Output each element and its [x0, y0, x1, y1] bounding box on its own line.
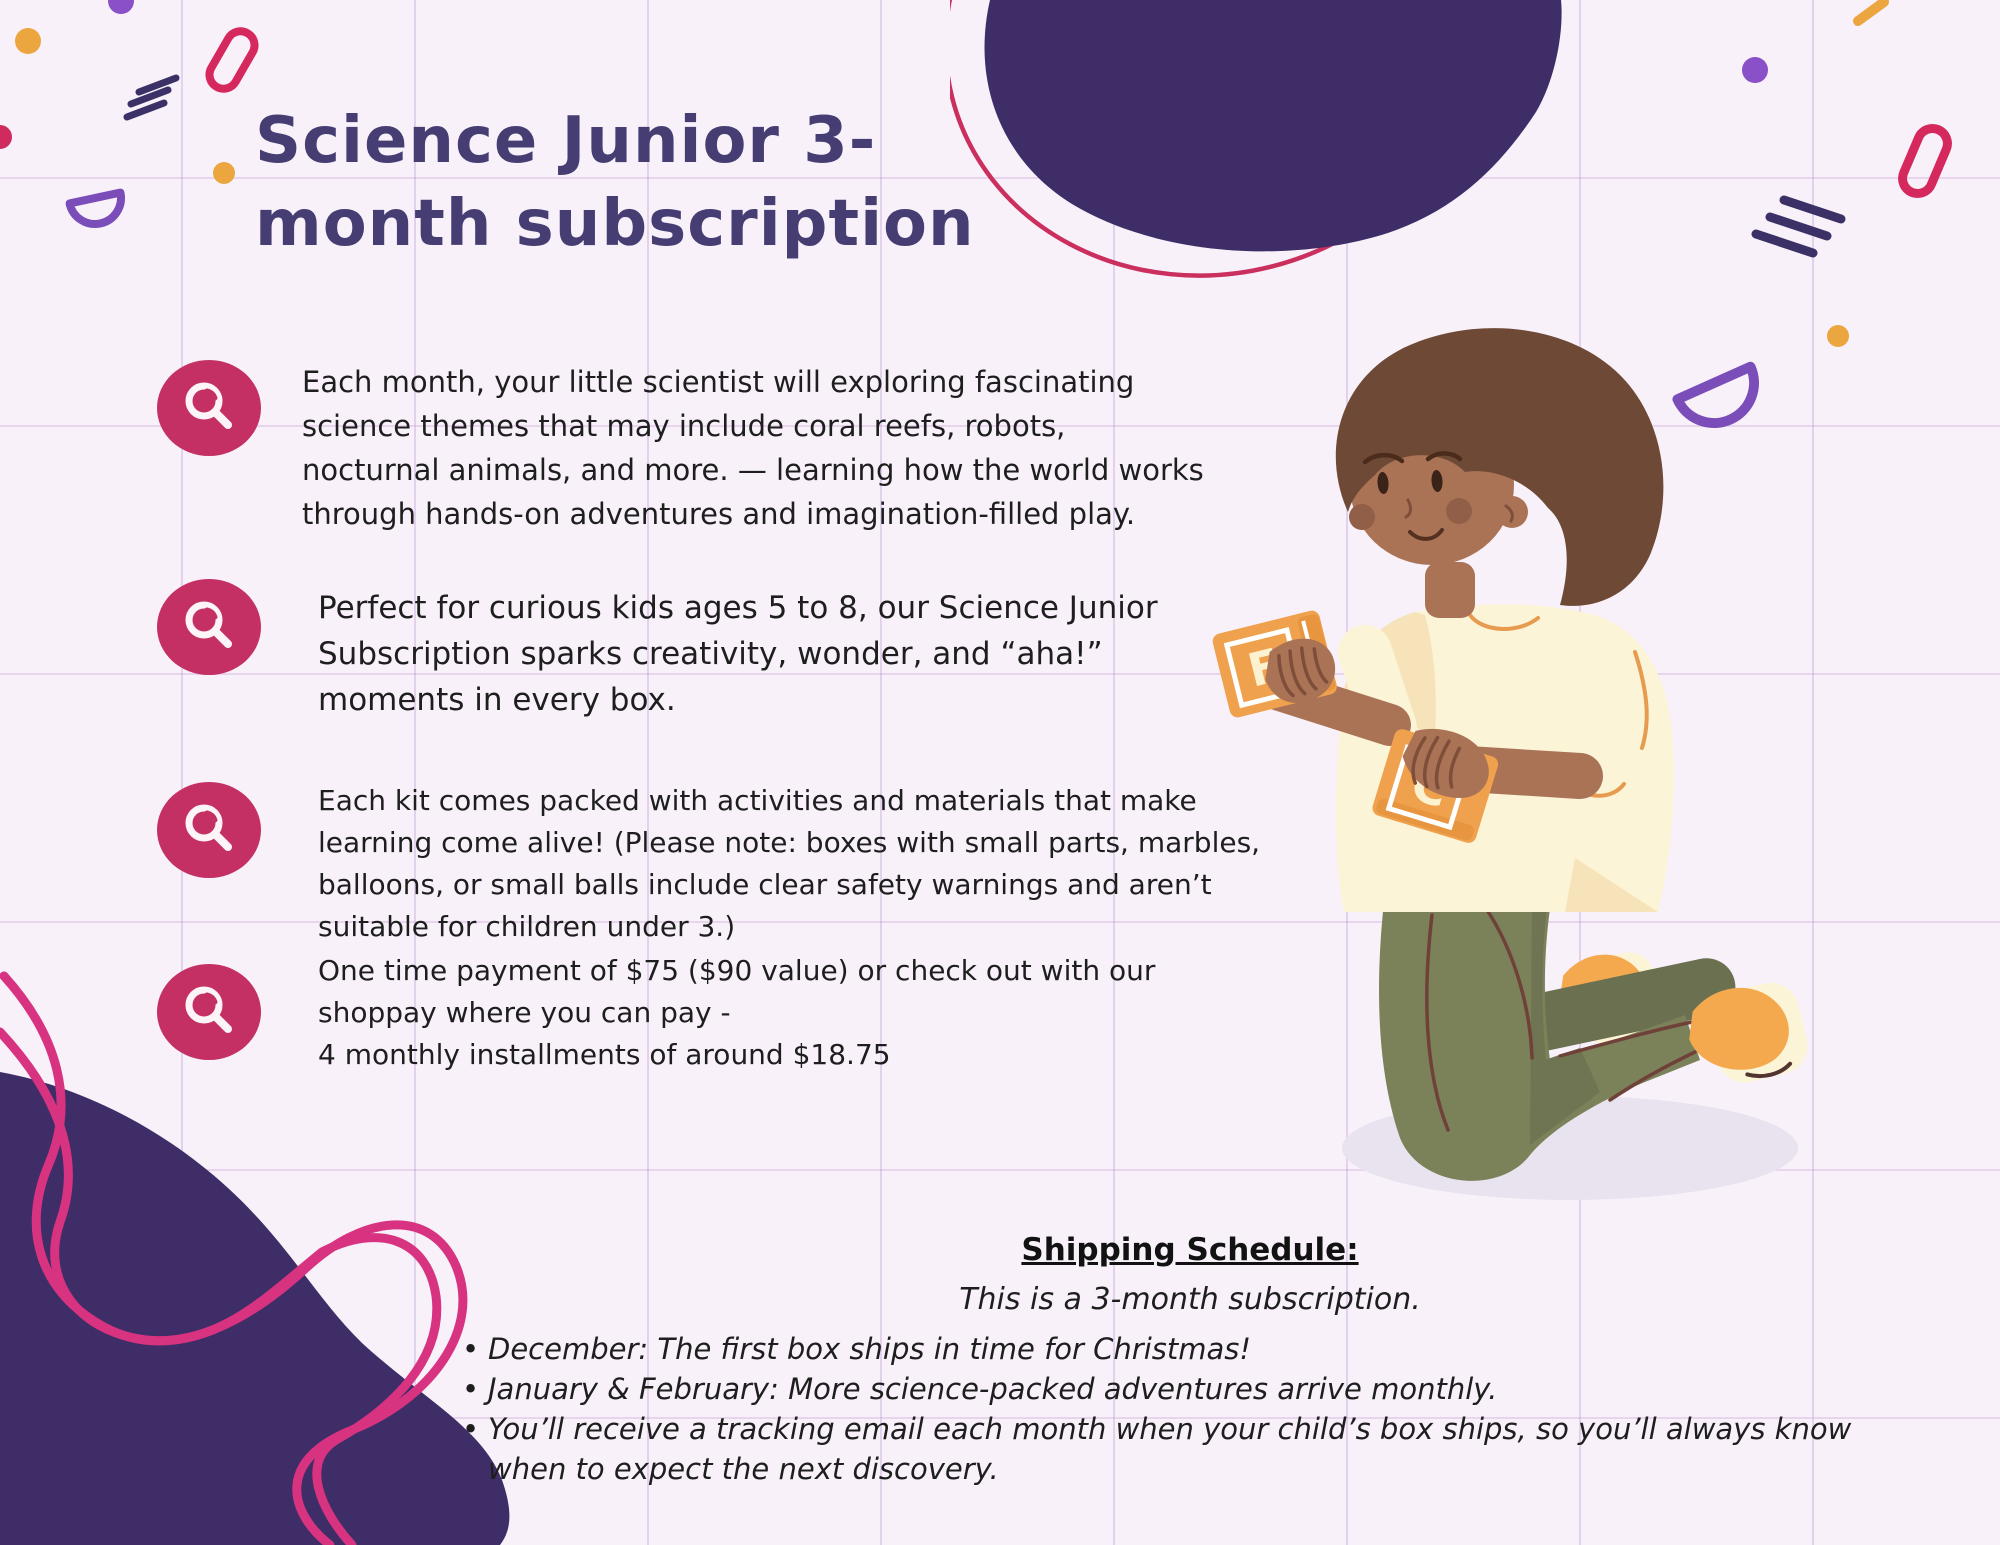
nose [1404, 498, 1412, 519]
pants-shading [1530, 898, 1600, 1145]
bullet-text: You’ll receive a tracking email each mon… [488, 1412, 1852, 1486]
purple-dot [108, 0, 134, 14]
feature-text: Each kit comes packed with activities an… [318, 784, 1261, 943]
bullet-marker: • [462, 1372, 480, 1406]
bullet-marker: • [462, 1332, 480, 1366]
blush [1446, 498, 1472, 524]
purple-halfcircle-icon [65, 188, 125, 228]
right-forearm [1429, 745, 1603, 799]
bullet-text: December: The first box ships in time fo… [488, 1332, 1252, 1366]
pants [1379, 892, 1700, 1181]
ear [1496, 496, 1528, 528]
floor-shadow [1342, 1096, 1798, 1200]
bullet-text: January & February: More science-packed … [488, 1372, 1498, 1406]
shirt-shading [1565, 858, 1658, 912]
list-item: • December: The first box ships in time … [462, 1329, 1930, 1369]
smile [1408, 528, 1444, 541]
magnifier-icon [157, 782, 261, 878]
orange-dot [15, 28, 41, 54]
pink-capsule-icon [205, 27, 259, 93]
pink-squiggle-line [0, 1027, 442, 1545]
shirt-shading [1343, 612, 1436, 737]
pink-outline-ellipse [950, 0, 1481, 278]
shipping-bullet-list: • December: The first box ships in time … [450, 1329, 1930, 1489]
crimson-dot [0, 125, 12, 149]
navy-slashes-icon [123, 74, 180, 121]
shipping-schedule-section: Shipping Schedule: This is a 3-month sub… [450, 1232, 1930, 1489]
right-eye [1431, 470, 1443, 492]
pink-capsule-icon [1898, 124, 1952, 198]
magnifier-icon [157, 579, 261, 675]
orange-dot [1827, 325, 1849, 347]
pants-seams [1425, 898, 1697, 1132]
feature-text: Each month, your little scientist will e… [302, 365, 1204, 531]
purple-blob [984, 0, 1562, 252]
list-item: • January & February: More science-packe… [462, 1369, 1930, 1409]
purple-halfcircle-icon [1672, 361, 1759, 428]
bullet-marker: • [462, 1412, 480, 1446]
back-shin [1509, 958, 1736, 1052]
page-title: Science Junior 3- month subscription [255, 104, 975, 262]
purple-blob [0, 1072, 510, 1545]
block-letter: C [1405, 756, 1455, 820]
magnifier-icon [157, 964, 261, 1060]
ear-line [1504, 504, 1514, 523]
far-shoe [1559, 952, 1661, 1045]
curly-hair [1335, 328, 1664, 606]
left-hand [1265, 638, 1336, 703]
block-letter: F [1243, 638, 1287, 698]
navy-slashes-icon [1751, 195, 1846, 258]
orange-slash [1853, 0, 1889, 26]
list-item: • You’ll receive a tracking email each m… [462, 1409, 1930, 1489]
near-shoe [1689, 982, 1808, 1083]
shirt-lines [1468, 613, 1649, 798]
right-hand [1402, 728, 1489, 799]
child-with-blocks-illustration: F C [1212, 328, 1808, 1200]
neck [1425, 562, 1475, 618]
left-eye [1377, 472, 1389, 494]
shirt [1336, 604, 1674, 912]
purple-dot [1742, 57, 1768, 83]
feature-text: Perfect for curious kids ages 5 to 8, ou… [318, 590, 1158, 718]
left-sleeve [1338, 625, 1417, 755]
alphabet-block-c: C [1372, 729, 1499, 843]
alphabet-block-f: F [1212, 610, 1337, 718]
orange-dot [213, 162, 235, 184]
eyebrows [1362, 451, 1463, 465]
shipping-schedule-heading: Shipping Schedule: [1021, 1232, 1359, 1268]
shipping-note: This is a 3-month subscription. [959, 1282, 1421, 1317]
blush [1349, 504, 1375, 530]
left-forearm [1259, 669, 1411, 746]
face [1350, 405, 1514, 565]
magnifier-icon [157, 360, 261, 456]
feature-text: One time payment of $75 ($90 value) or c… [318, 954, 1156, 1071]
top-right-blob-decoration [950, 0, 1562, 278]
